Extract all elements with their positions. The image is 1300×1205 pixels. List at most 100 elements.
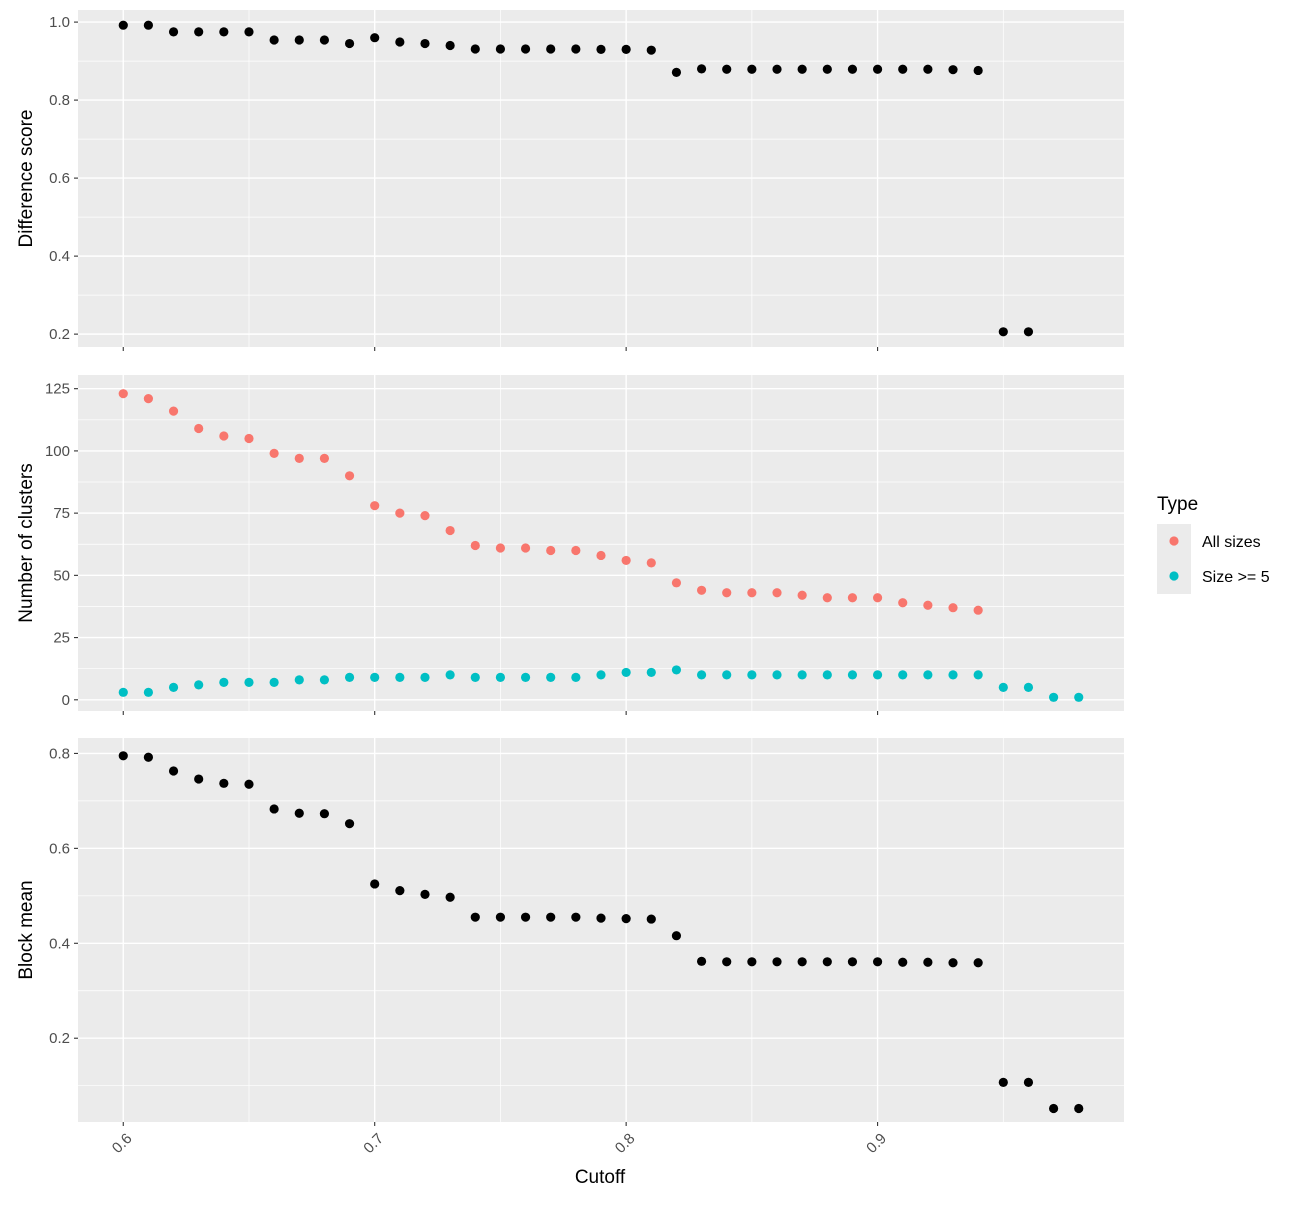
data-point — [495, 543, 506, 553]
y-axis-title: Number of clusters — [16, 463, 37, 622]
data-point — [722, 64, 732, 74]
data-point — [546, 912, 556, 922]
data-point — [973, 65, 983, 76]
data-point — [898, 957, 908, 967]
data-point — [646, 667, 656, 678]
data-point — [294, 35, 304, 45]
data-point — [797, 64, 807, 74]
data-point — [319, 809, 330, 819]
data-point — [998, 682, 1008, 692]
data-point — [822, 957, 832, 967]
data-point — [370, 672, 380, 683]
data-point — [948, 603, 958, 613]
legend-label-all-sizes: All sizes — [1202, 534, 1261, 551]
data-point — [646, 914, 656, 924]
y-tick-label: 0.6 — [49, 840, 70, 857]
data-point — [998, 327, 1008, 337]
data-point — [219, 27, 229, 37]
data-point — [822, 64, 832, 74]
data-point — [872, 593, 883, 603]
data-point — [219, 778, 229, 788]
y-tick-label: 0.4 — [49, 248, 70, 265]
data-point — [772, 588, 782, 598]
data-point — [923, 957, 933, 967]
data-point — [973, 958, 983, 968]
x-axis-title: Cutoff — [575, 1167, 626, 1188]
data-point — [143, 20, 154, 30]
data-point — [722, 588, 732, 598]
data-point — [596, 550, 606, 561]
data-point — [194, 680, 204, 690]
data-point — [898, 670, 908, 680]
data-point — [370, 501, 380, 511]
data-point — [546, 44, 556, 54]
data-point — [370, 879, 380, 889]
data-point — [470, 540, 480, 551]
data-point — [395, 508, 405, 518]
data-point — [621, 914, 631, 924]
data-point — [797, 590, 807, 600]
data-point — [244, 433, 254, 444]
data-point — [470, 912, 480, 922]
panel-background — [78, 375, 1124, 711]
data-point — [1074, 1103, 1084, 1114]
data-point — [269, 677, 279, 687]
data-point — [671, 578, 682, 588]
data-point — [722, 670, 732, 680]
y-tick-label: 0.8 — [49, 745, 70, 762]
data-point — [722, 957, 732, 967]
data-point — [872, 670, 883, 680]
legend-key-size-ge-5 — [1169, 571, 1179, 581]
data-point — [797, 670, 807, 680]
data-point — [118, 687, 128, 697]
data-point — [696, 670, 707, 680]
data-point — [445, 892, 455, 902]
data-point — [344, 471, 355, 481]
data-point — [646, 45, 656, 55]
legend-label-size-ge-5: Size >= 5 — [1202, 569, 1270, 586]
data-point — [923, 670, 933, 680]
data-point — [571, 44, 581, 54]
data-point — [847, 957, 858, 967]
legend-key-background — [1157, 524, 1191, 594]
data-point — [118, 751, 128, 761]
data-point — [872, 64, 883, 74]
data-point — [1023, 1077, 1034, 1087]
data-point — [244, 27, 254, 37]
data-point — [973, 670, 983, 680]
data-point — [671, 665, 682, 675]
y-tick-label: 0 — [62, 692, 70, 709]
data-point — [797, 957, 807, 967]
y-axis-title: Difference score — [16, 110, 37, 248]
data-point — [344, 819, 355, 829]
legend-key-all-sizes — [1169, 536, 1179, 546]
panel-background — [78, 738, 1124, 1122]
y-tick-label: 0.8 — [49, 92, 70, 109]
data-point — [772, 670, 782, 680]
data-point — [395, 886, 405, 896]
y-tick-label: 0.2 — [49, 326, 70, 343]
data-point — [898, 598, 908, 608]
data-point — [445, 525, 455, 536]
data-point — [621, 667, 631, 678]
data-point — [445, 670, 455, 680]
data-point — [596, 913, 606, 923]
data-point — [395, 672, 405, 683]
legend: Type All sizes Size >= 5 — [1157, 494, 1270, 594]
data-point — [747, 64, 757, 74]
data-point — [571, 912, 581, 922]
data-point — [1048, 692, 1059, 702]
data-point — [445, 40, 455, 51]
data-point — [847, 593, 858, 603]
data-point — [495, 44, 506, 54]
data-point — [1023, 327, 1034, 337]
data-point — [294, 675, 304, 685]
data-point — [143, 394, 154, 404]
data-point — [923, 600, 933, 610]
data-point — [420, 889, 430, 900]
data-point — [269, 804, 279, 814]
data-point — [696, 956, 707, 966]
y-tick-label: 0.6 — [49, 170, 70, 187]
data-point — [621, 555, 631, 566]
data-point — [948, 670, 958, 680]
